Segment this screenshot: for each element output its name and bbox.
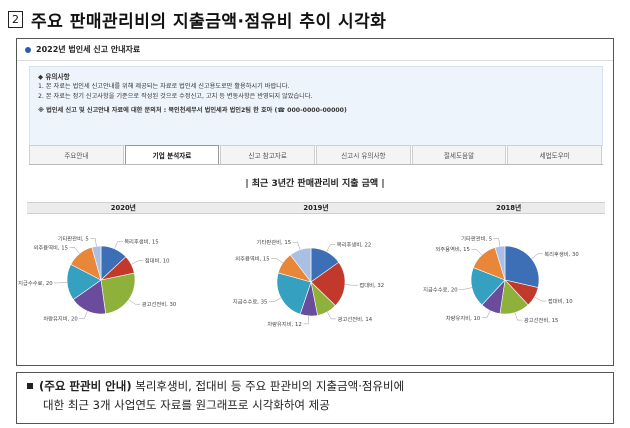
pie-slice-label: 접대비, 10: [548, 297, 573, 305]
year-label-2020: 2020년: [110, 204, 136, 212]
pie-slice-label: 광고선전비, 30: [142, 300, 177, 308]
pie-slice-label: 접대비, 32: [359, 281, 384, 289]
pie-leader-line: [459, 287, 472, 290]
pie-slice-label: 기타판관비, 5: [461, 235, 492, 243]
tab-tax-saving-tips[interactable]: 절세도움말: [411, 145, 507, 164]
pie-leader-line: [114, 241, 123, 249]
pie-leader-line: [69, 247, 80, 254]
notice-box: ◆ 유의사항 1. 본 자료는 법인세 신고안내를 위해 제공되는 자료로 법인…: [29, 66, 603, 146]
tab-filing-cautions[interactable]: 신고시 유의사항: [316, 145, 411, 164]
pie-leader-line: [481, 310, 491, 319]
pie-leader-line: [531, 253, 543, 259]
year-header-bar: 2020년 2019년 2018년: [27, 202, 605, 214]
tab-company-analysis[interactable]: 기업 분석자료: [124, 145, 220, 164]
pie-slice: [276, 272, 312, 315]
pie-slice-label: 복리후생비, 22: [337, 241, 371, 249]
tab-filing-reference[interactable]: 신고 참고자료: [220, 145, 316, 164]
notice-line-2: 2. 본 자료는 정기 신고사항을 기준으로 작성된 것으로 수정신고, 고지 …: [38, 93, 313, 100]
tab-bar: 주요안내 기업 분석자료 신고 참고자료 신고시 유의사항 절세도움말 세법도우…: [29, 145, 603, 165]
pie-slice-label: 복리후생비, 30: [544, 250, 579, 258]
pie-slice: [289, 247, 312, 283]
description-bold: (주요 판관비 안내): [39, 379, 132, 393]
pie-slice: [504, 245, 540, 288]
pie-leader-line: [326, 244, 336, 252]
section-heading: 2 주요 판매관리비의 지출금액·점유비 추이 시각화: [8, 6, 386, 32]
bullet-square-icon: [27, 382, 33, 389]
description-box: (주요 판관비 안내) 복리후생비, 접대비 등 주요 판관비의 지출금액·점유…: [16, 372, 614, 424]
pie-slice-label: 외주용역비, 15: [34, 243, 68, 251]
pie-leader-line: [90, 238, 97, 247]
pie-slice: [91, 245, 102, 281]
pie-leader-line: [493, 238, 501, 247]
pie-leader-line: [303, 315, 310, 325]
description-line-2: 대한 최근 3개 사업연도 자료를 원그래프로 시각화하여 제공: [43, 398, 330, 412]
bullet-dot-icon: [25, 46, 31, 53]
pie-chart-2018년: 복리후생비, 30 접대비, 10 광고선전비, 15 차량유지비, 10 지급수수료,…: [423, 235, 579, 325]
pie-leader-line: [128, 299, 141, 305]
pie-slice-label: 복리후생비, 15: [124, 238, 158, 246]
section-number: 2: [8, 10, 23, 28]
pie-chart-2020년: 복리후생비, 15 접대비, 10 광고선전비, 30 차량유지비, 20 지급수수료,…: [18, 234, 177, 322]
notice-line-1: 1. 본 자료는 법인세 신고안내를 위해 제공되는 자료로 법인세 신고용도로…: [38, 83, 290, 90]
pie-leader-line: [344, 284, 358, 286]
pie-slice: [100, 272, 136, 315]
pie-slice-label: 차량유지비, 10: [446, 314, 481, 322]
pie-slice-label: 지급수수료, 20: [18, 279, 53, 287]
notice-contact: ※ 법인세 신고 및 신고안내 자료에 대한 문의처 : 북인천세무서 법인세과…: [38, 107, 347, 114]
pie-slice-label: 접대비, 10: [145, 257, 170, 265]
pie-slice-label: 외주용역비, 15: [435, 245, 469, 253]
pie-leader-line: [514, 312, 523, 321]
pie-slice-label: 광고선전비, 14: [338, 315, 373, 323]
pie-slice-label: 차량유지비, 12: [267, 320, 301, 328]
year-label-2019: 2019년: [303, 204, 329, 212]
screenshot-frame: 2022년 법인세 신고 안내자료 ◆ 유의사항 1. 본 자료는 법인세 신고…: [16, 38, 614, 366]
pie-slice-label: 기타판관비, 5: [58, 234, 89, 242]
window-title-bar: 2022년 법인세 신고 안내자료: [17, 39, 613, 61]
pie-leader-line: [268, 297, 282, 302]
pie-slice-label: 기타판관비, 15: [257, 238, 291, 246]
pie-charts: 복리후생비, 15 접대비, 10 광고선전비, 30 차량유지비, 20 지급수수료,…: [18, 234, 579, 328]
year-label-2018: 2018년: [496, 204, 522, 212]
pie-leader-line: [54, 282, 68, 284]
pie-leader-line: [131, 260, 144, 265]
pie-chart-2019년: 복리후생비, 22 접대비, 32 광고선전비, 14 차량유지비, 12 지급수수료,…: [233, 238, 384, 328]
notice-title: ◆ 유의사항: [38, 73, 70, 81]
pie-leader-line: [271, 258, 284, 264]
tab-main-guide[interactable]: 주요안내: [29, 145, 124, 164]
pie-slice-label: 지급수수료, 20: [423, 285, 458, 293]
description-line-1: 복리후생비, 접대비 등 주요 판관비의 지출금액·점유비에: [131, 379, 405, 393]
pie-leader-line: [292, 241, 301, 250]
tab-tax-law-helper[interactable]: 세법도우미: [507, 145, 603, 164]
pie-slice-label: 차량유지비, 20: [43, 315, 78, 323]
pie-leader-line: [534, 296, 547, 302]
pie-leader-line: [327, 311, 337, 320]
pie-leader-line: [79, 311, 88, 319]
pie-slice-label: 외주용역비, 15: [235, 254, 269, 262]
pie-slice-label: 지급수수료, 35: [233, 298, 267, 306]
window-title: 2022년 법인세 신고 안내자료: [36, 45, 141, 54]
pie-leader-line: [471, 248, 483, 256]
section-heading-title: 주요 판매관리비의 지출금액·점유비 추이 시각화: [31, 11, 387, 32]
pie-slice-label: 광고선전비, 15: [524, 316, 558, 324]
chart-section-title: | 최근 3년간 판매관리비 지출 금액 |: [245, 179, 385, 189]
